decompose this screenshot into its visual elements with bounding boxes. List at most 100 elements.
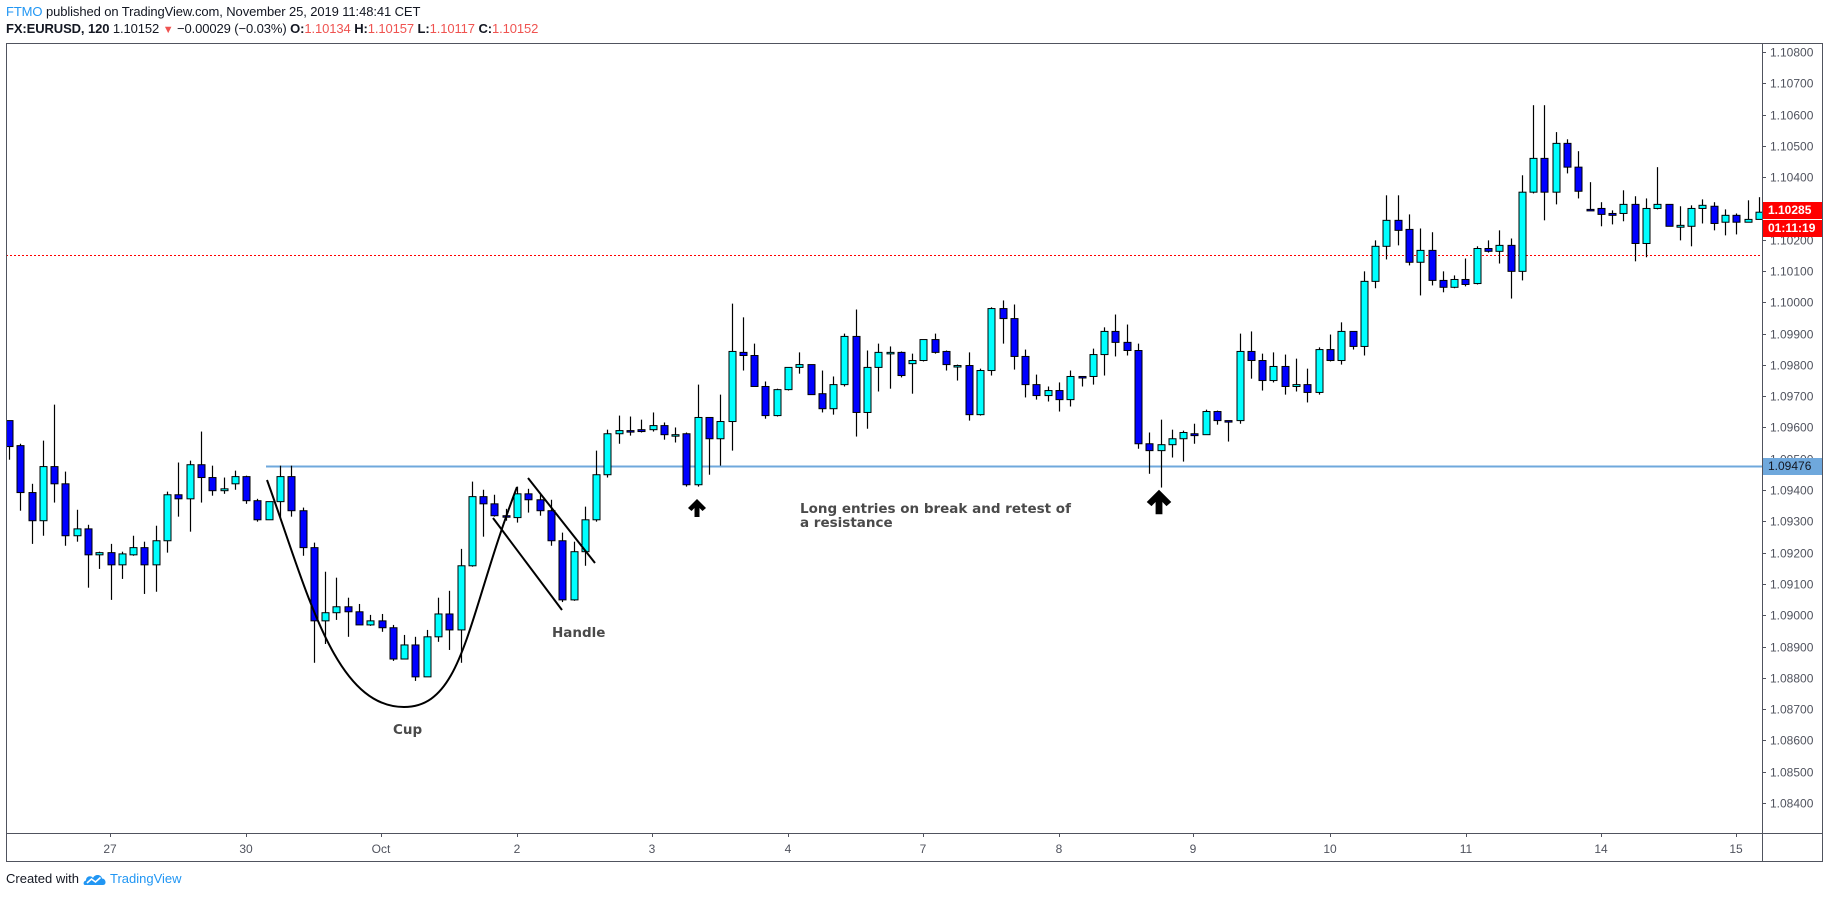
bearish-candle[interactable] [197, 464, 206, 479]
symbol-name[interactable]: FX:EURUSD, 120 [6, 21, 110, 36]
bearish-candle[interactable] [287, 476, 296, 512]
bullish-candle[interactable] [886, 351, 895, 355]
bullish-candle[interactable] [1360, 280, 1369, 347]
bearish-candle[interactable] [16, 445, 25, 494]
plot-area[interactable] [6, 105, 1763, 709]
bearish-candle[interactable] [1349, 330, 1358, 347]
bullish-candle[interactable] [1337, 330, 1346, 362]
handle-trendline[interactable] [527, 477, 596, 564]
bullish-candle[interactable] [321, 612, 330, 622]
bullish-candle[interactable] [1721, 214, 1730, 223]
bearish-candle[interactable] [1507, 244, 1516, 272]
bullish-candle[interactable] [73, 528, 82, 537]
handle-label[interactable]: Handle [552, 625, 606, 641]
bearish-candle[interactable] [1484, 248, 1493, 252]
bearish-candle[interactable] [942, 350, 951, 366]
cup-curve[interactable] [266, 479, 518, 709]
bearish-candle[interactable] [1145, 443, 1154, 452]
bearish-candle[interactable] [50, 466, 59, 485]
bearish-candle[interactable] [1631, 203, 1640, 244]
bearish-candle[interactable] [897, 351, 906, 377]
bullish-candle[interactable] [1495, 244, 1504, 252]
bearish-candle[interactable] [1461, 278, 1470, 285]
bullish-candle[interactable] [513, 493, 522, 519]
bullish-candle[interactable] [468, 496, 477, 567]
bearish-candle[interactable] [852, 335, 861, 413]
bearish-candle[interactable] [1394, 219, 1403, 231]
bullish-candle[interactable] [1382, 219, 1391, 247]
bearish-candle[interactable] [389, 627, 398, 660]
bearish-candle[interactable] [479, 496, 488, 505]
bullish-candle[interactable] [1371, 245, 1380, 282]
bullish-candle[interactable] [118, 553, 127, 566]
bearish-candle[interactable] [411, 644, 420, 678]
bullish-candle[interactable] [1089, 354, 1098, 377]
bearish-candle[interactable] [1710, 205, 1719, 224]
bearish-candle[interactable] [61, 483, 70, 537]
bullish-candle[interactable] [716, 421, 725, 440]
bearish-candle[interactable] [637, 429, 646, 433]
bullish-candle[interactable] [1100, 330, 1109, 356]
bullish-candle[interactable] [976, 370, 985, 416]
bullish-candle[interactable] [649, 425, 658, 431]
bearish-candle[interactable] [705, 416, 714, 440]
bearish-candle[interactable] [1540, 157, 1549, 193]
bullish-candle[interactable] [1450, 278, 1459, 288]
up-arrow-icon[interactable] [1144, 488, 1174, 516]
up-arrow-icon[interactable] [686, 498, 708, 518]
bullish-candle[interactable] [1552, 142, 1561, 193]
bullish-candle[interactable] [220, 488, 229, 492]
bearish-candle[interactable] [931, 339, 940, 353]
bearish-candle[interactable] [253, 500, 262, 521]
bearish-candle[interactable] [1247, 350, 1256, 362]
bullish-candle[interactable] [1179, 431, 1188, 440]
bearish-candle[interactable] [242, 476, 251, 502]
bullish-candle[interactable] [39, 466, 48, 522]
handle-trendline[interactable] [492, 517, 563, 611]
bullish-candle[interactable] [1416, 249, 1425, 263]
bearish-candle[interactable] [1732, 214, 1741, 223]
bullish-candle[interactable] [1202, 411, 1211, 436]
bullish-candle[interactable] [1066, 375, 1075, 401]
bearish-candle[interactable] [490, 503, 499, 517]
bearish-candle[interactable] [344, 606, 353, 613]
bearish-candle[interactable] [750, 355, 759, 387]
bearish-candle[interactable] [999, 308, 1008, 320]
tradingview-link[interactable]: TradingView [83, 871, 182, 886]
bearish-candle[interactable] [965, 365, 974, 416]
bullish-candle[interactable] [1619, 203, 1628, 214]
bearish-candle[interactable] [310, 547, 319, 622]
bullish-candle[interactable] [1315, 349, 1324, 393]
bullish-candle[interactable] [400, 644, 409, 660]
bearish-candle[interactable] [1258, 360, 1267, 382]
bearish-candle[interactable] [739, 351, 748, 357]
bullish-candle[interactable] [265, 501, 274, 521]
bearish-candle[interactable] [1055, 390, 1064, 401]
bearish-candle[interactable] [1303, 384, 1312, 393]
bearish-candle[interactable] [1190, 433, 1199, 437]
bearish-candle[interactable] [558, 540, 567, 601]
bearish-candle[interactable] [378, 620, 387, 629]
bullish-candle[interactable] [129, 547, 138, 556]
bullish-candle[interactable] [1687, 207, 1696, 227]
bearish-candle[interactable] [1665, 203, 1674, 227]
note-line-2[interactable]: a resistance [800, 515, 893, 531]
bullish-candle[interactable] [1292, 384, 1301, 387]
bullish-candle[interactable] [1157, 444, 1166, 452]
bullish-candle[interactable] [570, 551, 579, 601]
bullish-candle[interactable] [332, 606, 341, 614]
bullish-candle[interactable] [276, 476, 285, 503]
bearish-candle[interactable] [1123, 341, 1132, 352]
bullish-candle[interactable] [1744, 218, 1753, 223]
bearish-candle[interactable] [1439, 279, 1448, 288]
bearish-candle[interactable] [299, 510, 308, 549]
bullish-candle[interactable] [615, 430, 624, 435]
bearish-candle[interactable] [536, 499, 545, 512]
bearish-candle[interactable] [660, 425, 669, 436]
bullish-candle[interactable] [1653, 203, 1662, 209]
bullish-candle[interactable] [840, 335, 849, 386]
bullish-candle[interactable] [366, 620, 375, 626]
bearish-candle[interactable] [6, 420, 14, 448]
